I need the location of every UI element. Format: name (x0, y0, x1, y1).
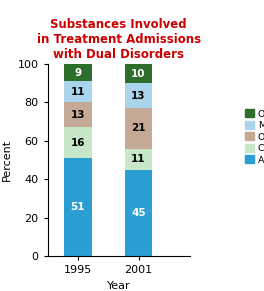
Text: 45: 45 (131, 208, 146, 218)
Bar (64, 127, 92, 158)
Text: 9: 9 (74, 68, 81, 78)
Text: 11: 11 (70, 87, 85, 97)
Text: 21: 21 (131, 123, 146, 133)
Bar (125, 108, 152, 148)
Legend: Other, Marijuana, Opiates, Cocaine, Alcohol: Other, Marijuana, Opiates, Cocaine, Alco… (243, 107, 264, 166)
Text: 16: 16 (70, 138, 85, 148)
Text: 13: 13 (131, 91, 146, 101)
Y-axis label: Percent: Percent (2, 139, 12, 181)
Bar (125, 148, 152, 170)
X-axis label: Year: Year (107, 281, 131, 291)
Bar (125, 64, 152, 83)
Bar (64, 158, 92, 256)
Text: 13: 13 (70, 110, 85, 120)
Bar (64, 64, 92, 81)
Text: 10: 10 (131, 69, 146, 79)
Bar (64, 81, 92, 102)
Bar (125, 83, 152, 108)
Bar (125, 170, 152, 256)
Bar (64, 102, 92, 127)
Text: 51: 51 (70, 202, 85, 212)
Text: 11: 11 (131, 154, 146, 164)
Title: Substances Involved
in Treatment Admissions
with Dual Disorders: Substances Involved in Treatment Admissi… (37, 18, 201, 61)
